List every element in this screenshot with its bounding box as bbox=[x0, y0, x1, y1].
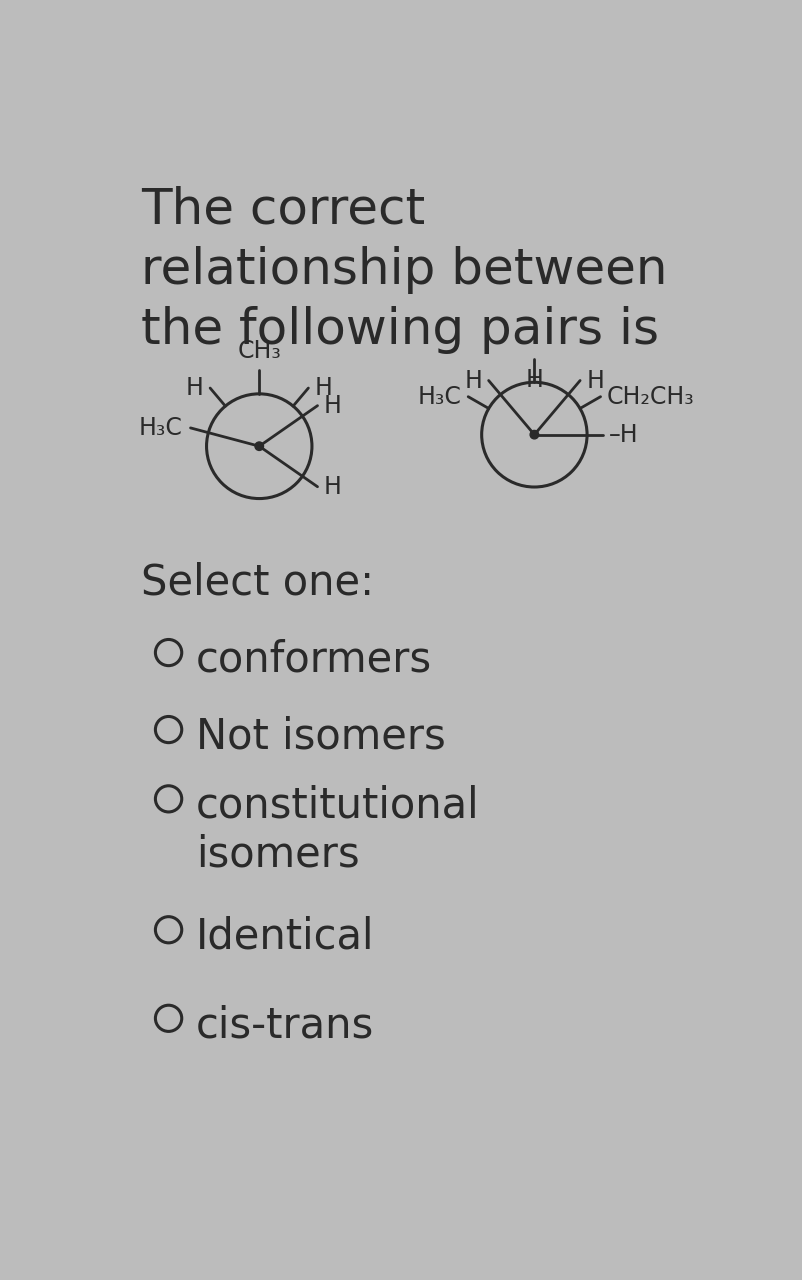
Text: the following pairs is: the following pairs is bbox=[140, 306, 658, 355]
Text: –H: –H bbox=[609, 422, 638, 447]
Text: H: H bbox=[186, 376, 204, 401]
Circle shape bbox=[529, 430, 538, 439]
Text: Select one:: Select one: bbox=[140, 562, 374, 604]
Text: H: H bbox=[585, 369, 603, 393]
Text: Not isomers: Not isomers bbox=[196, 716, 445, 758]
Text: H: H bbox=[323, 394, 341, 417]
Text: conformers: conformers bbox=[196, 639, 431, 681]
Text: CH₃: CH₃ bbox=[237, 339, 281, 362]
Text: CH₂CH₃: CH₂CH₃ bbox=[606, 385, 694, 408]
Text: H₃C: H₃C bbox=[418, 385, 461, 408]
Text: The correct: The correct bbox=[140, 186, 424, 234]
Text: H₃C: H₃C bbox=[139, 416, 183, 440]
Circle shape bbox=[255, 442, 263, 451]
Text: H: H bbox=[464, 369, 482, 393]
Text: Identical: Identical bbox=[196, 916, 374, 957]
Text: relationship between: relationship between bbox=[140, 246, 666, 294]
Text: H: H bbox=[525, 367, 543, 392]
Text: constitutional
isomers: constitutional isomers bbox=[196, 785, 479, 876]
Text: H: H bbox=[323, 475, 341, 499]
Text: H: H bbox=[314, 376, 332, 401]
Text: cis-trans: cis-trans bbox=[196, 1005, 374, 1047]
